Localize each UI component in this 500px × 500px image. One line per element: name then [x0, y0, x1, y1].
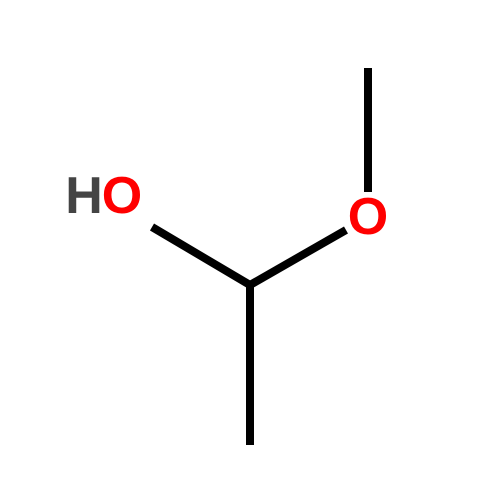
atom-label-o-1: O: [102, 167, 142, 225]
atom-label-h-0: H: [65, 167, 103, 225]
atom-label-o-2: O: [348, 188, 388, 246]
molecule-diagram: HOO: [0, 0, 500, 500]
